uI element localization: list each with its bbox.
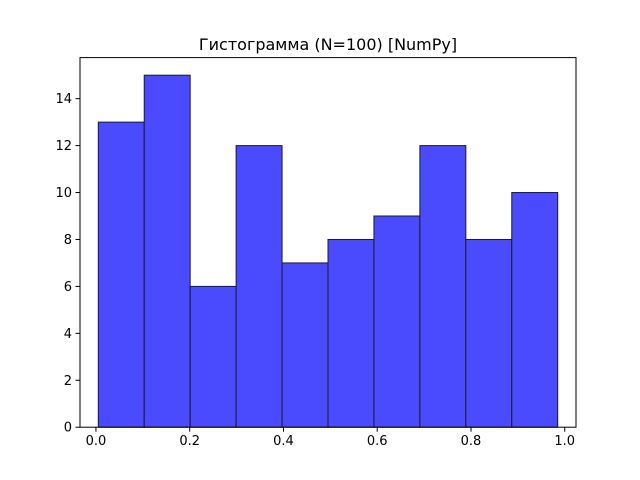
y-tick-label: 6 — [64, 280, 72, 295]
y-tick-label: 12 — [55, 139, 72, 154]
x-tick-label: 0.0 — [86, 434, 107, 449]
x-tick-label: 0.8 — [461, 434, 482, 449]
histogram-bar-1 — [97, 121, 145, 428]
y-tick-label: 14 — [55, 92, 72, 107]
bars-group — [97, 74, 559, 428]
y-tick-label: 0 — [64, 421, 72, 436]
y-tick-label: 4 — [64, 327, 72, 342]
y-tick-label: 8 — [64, 233, 72, 248]
x-axis-ticks: 0.0 0.2 0.4 0.6 0.8 1.0 — [86, 427, 575, 449]
y-axis-ticks: 0 2 4 6 8 10 12 14 — [55, 92, 80, 436]
histogram-bar-7 — [373, 215, 421, 428]
histogram-bar-6 — [327, 238, 375, 428]
x-tick-label: 1.0 — [554, 434, 575, 449]
x-tick-label: 0.2 — [179, 434, 200, 449]
histogram-bar-2 — [143, 74, 191, 428]
chart-title: Гистограмма (N=100) [NumPy] — [199, 35, 457, 54]
histogram-bar-8 — [419, 145, 467, 428]
x-tick-label: 0.6 — [367, 434, 388, 449]
histogram-bar-3 — [189, 285, 237, 428]
histogram-bar-4 — [235, 145, 283, 428]
plot-frame — [79, 57, 577, 428]
x-tick-label: 0.4 — [273, 434, 294, 449]
y-tick-label: 10 — [55, 186, 72, 201]
y-tick-label: 2 — [64, 374, 72, 389]
histogram-bar-10 — [511, 192, 559, 428]
histogram-bar-9 — [465, 238, 513, 428]
histogram-bar-5 — [281, 262, 329, 428]
